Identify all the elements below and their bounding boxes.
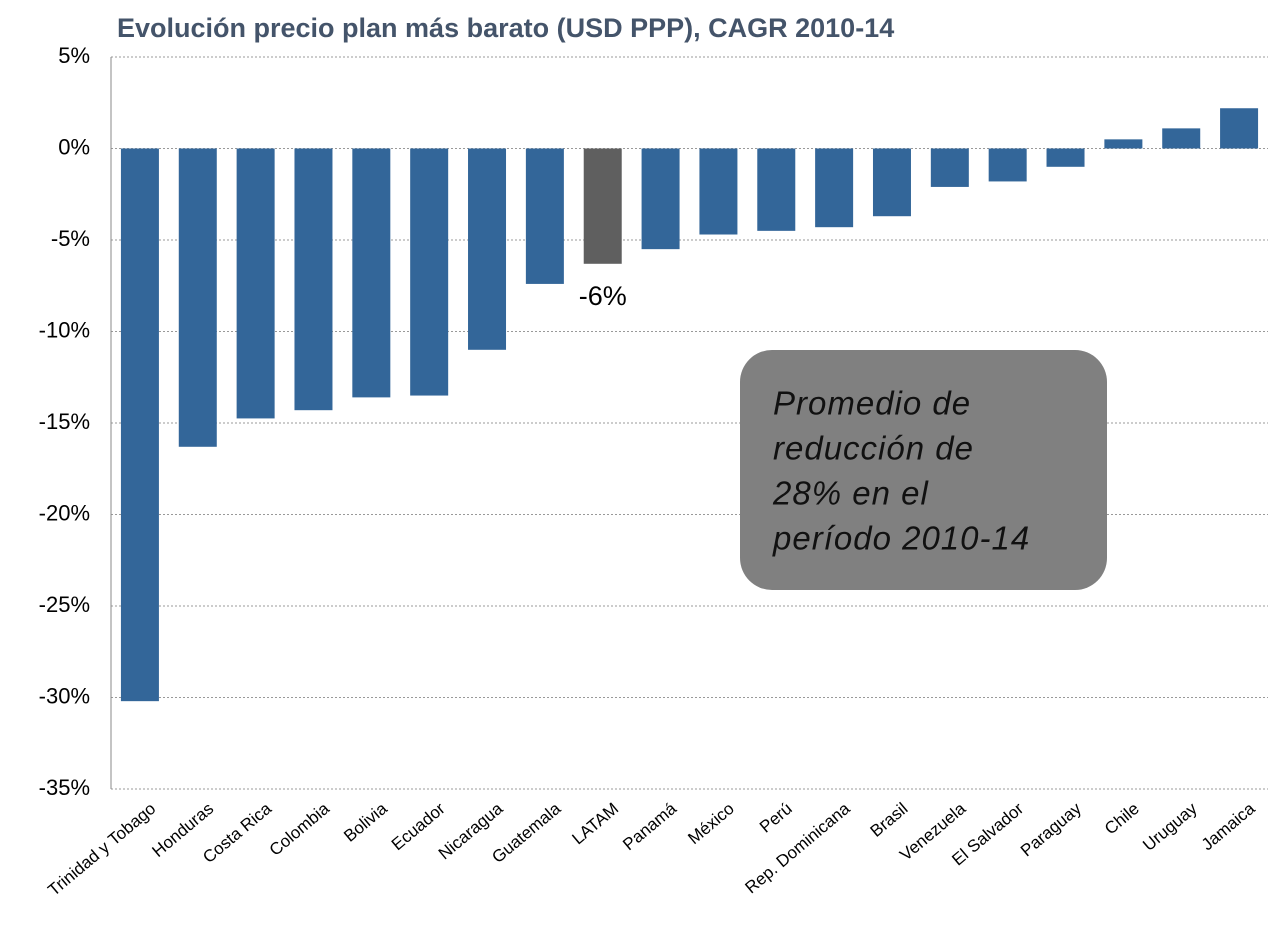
x-tick-label: Colombia — [266, 799, 334, 860]
bar — [1162, 128, 1201, 149]
bar — [815, 148, 854, 228]
bar — [1220, 108, 1259, 149]
y-tick-label: -5% — [51, 226, 90, 251]
x-tick-label: Bolivia — [340, 799, 391, 846]
bar — [525, 148, 564, 284]
chart-title: Evolución precio plan más barato (USD PP… — [117, 13, 894, 43]
bar — [352, 148, 391, 398]
bar — [988, 148, 1027, 182]
y-tick-label: 5% — [58, 43, 90, 68]
x-tick-label: Panamá — [619, 799, 680, 855]
bar — [757, 148, 796, 231]
x-tick-label: Brasil — [867, 799, 912, 841]
bar — [872, 148, 911, 217]
x-tick-label: Chile — [1101, 799, 1143, 838]
y-tick-label: -20% — [39, 500, 90, 525]
bar — [178, 148, 217, 447]
y-tick-label: -15% — [39, 409, 90, 434]
x-tick-label: Perú — [756, 799, 796, 837]
annotation-text: reducción de — [773, 430, 974, 467]
x-tick-label: Paraguay — [1017, 799, 1085, 861]
data-label: -6% — [579, 281, 627, 311]
annotation-text: período 2010-14 — [772, 520, 1030, 557]
y-tick-label: 0% — [58, 134, 90, 159]
bar — [294, 148, 333, 411]
x-tick-label: México — [684, 799, 737, 848]
y-tick-label: -30% — [39, 683, 90, 708]
y-tick-label: -25% — [39, 592, 90, 617]
x-tick-label: Rep. Dominicana — [741, 799, 854, 898]
y-tick-label: -35% — [39, 775, 90, 800]
annotation-text: Promedio de — [773, 385, 971, 422]
bar — [468, 148, 507, 350]
annotation-box — [740, 350, 1107, 590]
x-tick-label: Jamaica — [1198, 799, 1259, 855]
x-tick-label: Trinidad y Tobago — [44, 799, 159, 900]
bar — [236, 148, 275, 419]
bar — [699, 148, 738, 235]
bar — [583, 148, 622, 264]
bar — [1046, 148, 1085, 167]
bar — [1104, 139, 1143, 149]
y-tick-label: -10% — [39, 317, 90, 342]
bar — [120, 148, 159, 702]
x-tick-label: LATAM — [568, 799, 622, 848]
x-tick-label: Uruguay — [1139, 799, 1201, 855]
annotation-text: 28% en el — [772, 475, 929, 512]
bar — [641, 148, 680, 250]
bar — [410, 148, 449, 396]
bar — [930, 148, 969, 187]
